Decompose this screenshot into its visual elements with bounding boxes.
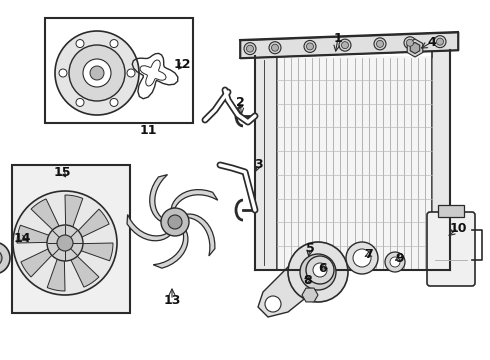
Bar	[438, 205, 464, 217]
Text: 1: 1	[334, 31, 343, 45]
Circle shape	[110, 98, 118, 107]
Text: 4: 4	[428, 36, 437, 49]
Circle shape	[271, 44, 278, 51]
Polygon shape	[187, 214, 215, 256]
Polygon shape	[410, 42, 420, 54]
Text: 12: 12	[173, 58, 191, 72]
Circle shape	[434, 36, 446, 48]
Circle shape	[304, 40, 316, 53]
Bar	[277, 56, 432, 270]
Circle shape	[168, 215, 182, 229]
Circle shape	[0, 242, 10, 274]
Text: 5: 5	[306, 242, 315, 255]
Polygon shape	[21, 247, 54, 277]
Circle shape	[246, 45, 253, 52]
Circle shape	[306, 256, 334, 284]
Circle shape	[161, 208, 189, 236]
Circle shape	[309, 263, 327, 281]
Circle shape	[390, 257, 400, 267]
Polygon shape	[31, 199, 61, 233]
Circle shape	[339, 39, 351, 51]
Circle shape	[265, 296, 281, 312]
Circle shape	[47, 225, 83, 261]
Circle shape	[90, 66, 104, 80]
Circle shape	[127, 69, 135, 77]
Polygon shape	[302, 288, 318, 302]
Circle shape	[110, 40, 118, 48]
Text: 11: 11	[139, 123, 157, 136]
Text: 8: 8	[304, 274, 312, 287]
Circle shape	[57, 235, 73, 251]
Text: 10: 10	[449, 221, 467, 234]
Text: 2: 2	[236, 95, 245, 108]
Bar	[432, 50, 450, 270]
Circle shape	[55, 31, 139, 115]
Polygon shape	[77, 243, 113, 261]
Bar	[45, 18, 193, 123]
Circle shape	[404, 37, 416, 49]
Circle shape	[307, 43, 314, 50]
Circle shape	[374, 38, 386, 50]
Circle shape	[300, 254, 336, 290]
Polygon shape	[47, 255, 65, 291]
Polygon shape	[75, 209, 109, 239]
Polygon shape	[258, 267, 313, 317]
Circle shape	[376, 40, 384, 48]
Circle shape	[83, 59, 111, 87]
Polygon shape	[149, 175, 168, 221]
Text: 14: 14	[13, 231, 31, 244]
Circle shape	[346, 242, 378, 274]
Circle shape	[437, 38, 443, 45]
Circle shape	[353, 249, 371, 267]
Polygon shape	[171, 190, 218, 208]
Circle shape	[288, 242, 348, 302]
Circle shape	[313, 263, 327, 277]
Polygon shape	[407, 39, 423, 57]
Text: 7: 7	[364, 248, 372, 261]
Polygon shape	[153, 231, 188, 268]
Text: 9: 9	[396, 252, 404, 265]
Text: 15: 15	[53, 166, 71, 179]
FancyBboxPatch shape	[427, 212, 475, 286]
Circle shape	[69, 45, 125, 101]
Polygon shape	[65, 195, 83, 231]
Polygon shape	[69, 253, 99, 287]
Circle shape	[244, 42, 256, 55]
Polygon shape	[17, 225, 52, 243]
Bar	[255, 56, 277, 270]
Circle shape	[407, 39, 414, 46]
Polygon shape	[127, 215, 170, 241]
Circle shape	[385, 252, 405, 272]
Circle shape	[76, 98, 84, 107]
Circle shape	[0, 250, 2, 266]
Text: 13: 13	[163, 293, 181, 306]
Bar	[12, 165, 130, 313]
Text: 6: 6	[318, 261, 327, 274]
Circle shape	[342, 42, 348, 49]
Circle shape	[13, 191, 117, 295]
Circle shape	[59, 69, 67, 77]
Circle shape	[76, 40, 84, 48]
Text: 3: 3	[254, 158, 262, 171]
Circle shape	[269, 42, 281, 54]
